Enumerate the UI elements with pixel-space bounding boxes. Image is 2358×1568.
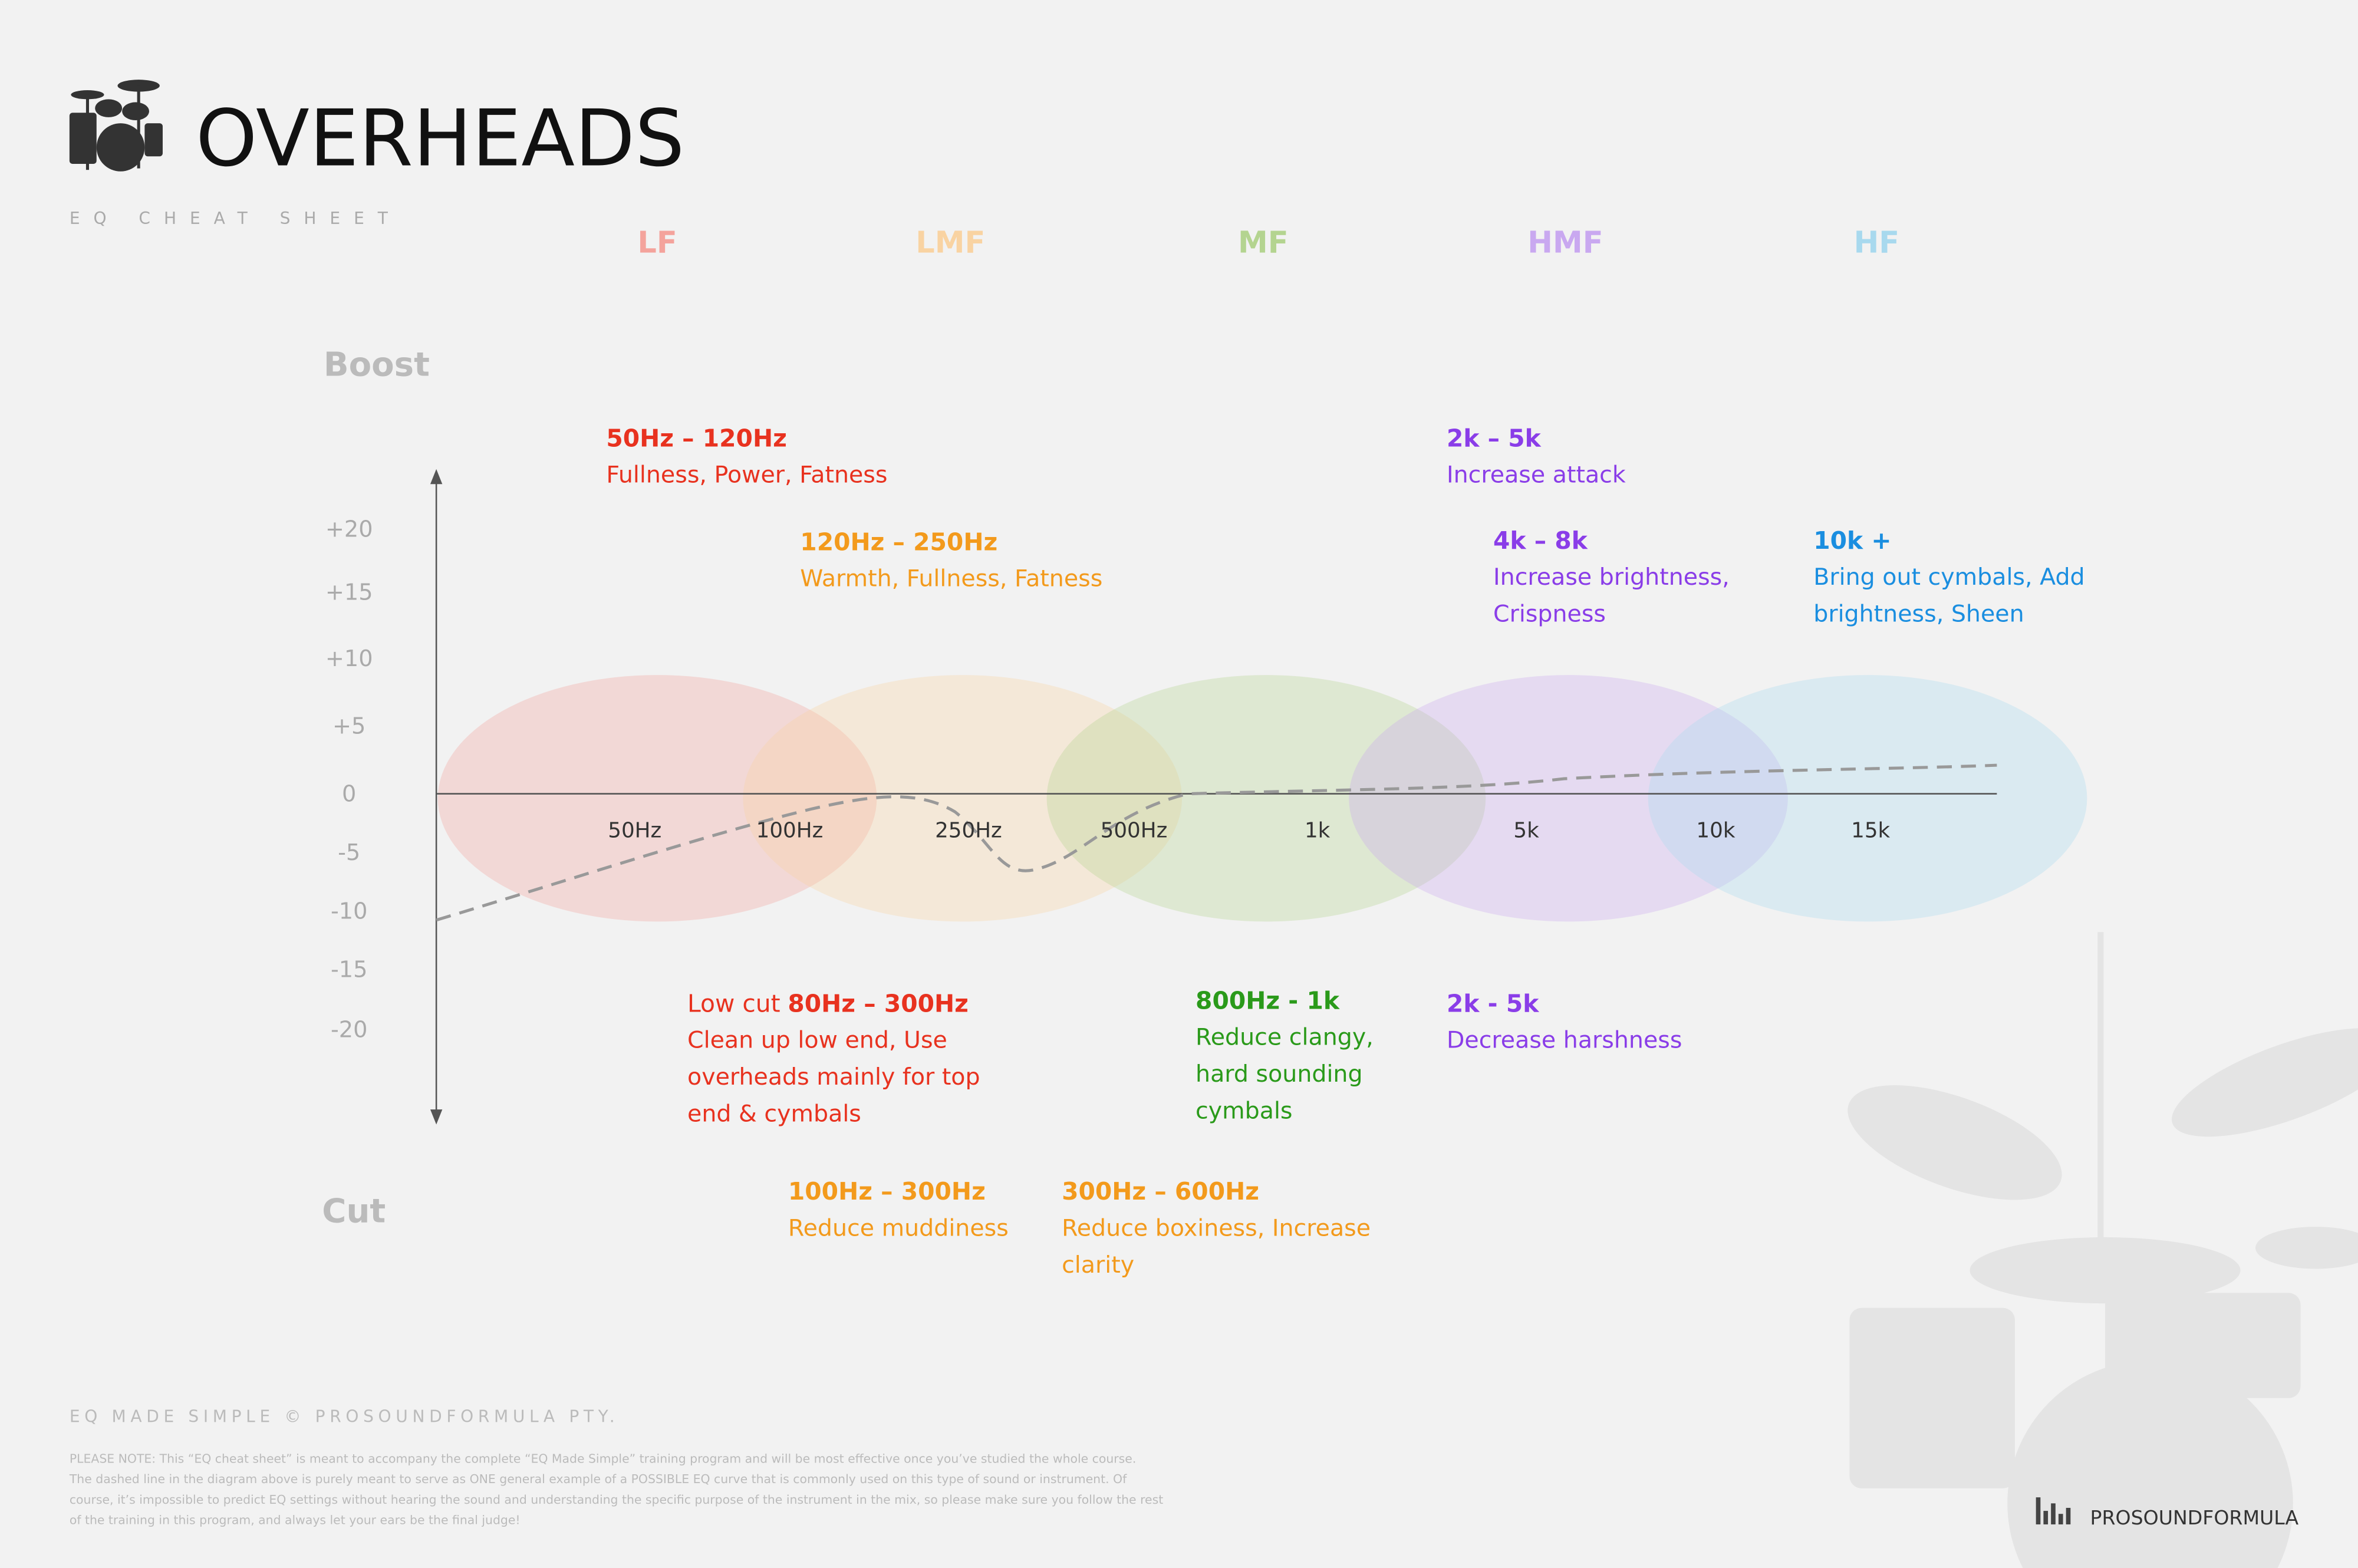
band-ellipse — [1349, 675, 1788, 922]
note-text: Bring out cymbals, Add — [1813, 564, 2084, 591]
note: 10k + Bring out cymbals, Add brightness, S… — [1813, 526, 2084, 628]
note: 2k - 5k Decrease harshness — [1447, 989, 1682, 1053]
level-label: +10 — [325, 645, 373, 672]
note-text: Fullness, Power, Fatness — [606, 462, 887, 489]
disclaimer-line: The dashed line in the diagram above is … — [69, 1472, 1127, 1486]
note: 800Hz - 1k Reduce clangy, hard sounding cym… — [1196, 986, 1374, 1124]
note-range: 10k + — [1813, 526, 1891, 555]
eq-curve — [436, 763, 1997, 922]
note-text: Warmth, Fullness, Fatness — [800, 565, 1102, 592]
frequency-label: 250Hz — [935, 819, 1002, 843]
note-text: Clean up low end, Use — [687, 1027, 947, 1054]
note-text: Reduce muddiness — [788, 1214, 1009, 1241]
level-label: +20 — [325, 516, 373, 542]
axis-labels: +20 +15 +10 +5 0 -5 -10 -15 -20 50Hz 100Hz 250Hz 500… — [325, 516, 1891, 1043]
note: 2k – 5k Increase attack — [1447, 424, 1626, 488]
note-prefix: Low cut — [687, 989, 780, 1017]
note: Low cut 80Hz – 300Hz Clean up low end, Use… — [687, 989, 980, 1127]
band-ellipse — [437, 675, 877, 922]
note-text: clarity — [1062, 1251, 1134, 1279]
band-label: MF — [1238, 225, 1289, 260]
subtitle: EQ CHEAT SHEET — [70, 209, 401, 228]
band-label: HF — [1854, 225, 1900, 260]
level-label: -20 — [331, 1017, 367, 1043]
note-range: 2k - 5k — [1447, 989, 1539, 1017]
note-range: 4k – 8k — [1493, 526, 1588, 555]
notes: 50Hz – 120Hz Fullness, Power, Fatness 120H… — [606, 424, 2084, 1278]
note: 100Hz – 300Hz Reduce muddiness — [788, 1177, 1009, 1241]
frequency-label: 5k — [1513, 819, 1539, 843]
band-ellipse — [743, 675, 1183, 922]
band-ellipse — [1046, 675, 1486, 922]
disclaimer-line: of the training in this program, and alw… — [70, 1513, 521, 1527]
frequency-label: 10k — [1696, 819, 1735, 843]
boost-label: Boost — [324, 346, 430, 384]
note: 300Hz – 600Hz Reduce boxiness, Increase cl… — [1062, 1177, 1371, 1279]
level-label: -5 — [338, 839, 360, 866]
disclaimer-line: course, it’s impossible to predict EQ se… — [70, 1493, 1163, 1507]
band-label: LF — [637, 225, 677, 260]
level-label: 0 — [342, 780, 356, 807]
note-text: brightness, Sheen — [1813, 601, 2024, 628]
note-text: cymbals — [1196, 1097, 1292, 1124]
note-text: Reduce boxiness, Increase — [1062, 1214, 1371, 1241]
note-range: 50Hz – 120Hz — [606, 424, 787, 452]
note-text: hard sounding — [1196, 1060, 1363, 1088]
note-text: Decrease harshness — [1447, 1027, 1682, 1054]
brand-icon — [2036, 1497, 2071, 1525]
drum-icon — [69, 80, 163, 172]
note-range: 120Hz – 250Hz — [800, 528, 997, 556]
brand: PROSOUNDFORMULA — [2090, 1506, 2299, 1529]
note-range: 800Hz - 1k — [1196, 986, 1340, 1014]
note-range: 100Hz – 300Hz — [788, 1177, 986, 1205]
credit: EQ MADE SIMPLE © PROSOUNDFORMULA PTY. — [70, 1407, 619, 1427]
note-text: Crispness — [1493, 601, 1606, 628]
frequency-label: 1k — [1305, 819, 1331, 843]
disclaimer-line: PLEASE NOTE: This “EQ cheat sheet” is me… — [70, 1451, 1136, 1465]
note-text: Increase brightness, — [1493, 564, 1730, 591]
frequency-label: 15k — [1851, 819, 1890, 843]
note-text: overheads mainly for top — [687, 1063, 980, 1091]
band-ellipse — [1648, 675, 2087, 922]
title: OVERHEADS — [196, 94, 684, 185]
frequency-label: 500Hz — [1101, 819, 1168, 843]
note-text: Increase attack — [1447, 462, 1626, 489]
note-text: end & cymbals — [687, 1101, 861, 1128]
band-label: HMF — [1527, 225, 1603, 260]
level-label: +15 — [325, 579, 373, 606]
note-range: 300Hz – 600Hz — [1062, 1177, 1259, 1205]
bands: LF LMF MF HMF HF — [437, 225, 2087, 922]
frequency-label: 50Hz — [608, 819, 661, 843]
band-label: LMF — [915, 225, 985, 260]
level-label: -15 — [331, 957, 367, 983]
note: 4k – 8k Increase brightness, Crispness — [1493, 526, 1730, 628]
note-range: 2k – 5k — [1447, 424, 1542, 452]
frequency-label: 100Hz — [756, 819, 824, 843]
level-label: +5 — [332, 713, 365, 740]
note: 120Hz – 250Hz Warmth, Fullness, Fatness — [800, 528, 1102, 592]
note-range: 80Hz – 300Hz — [788, 989, 969, 1017]
disclaimer: PLEASE NOTE: This “EQ cheat sheet” is me… — [69, 1451, 1163, 1527]
note: 50Hz – 120Hz Fullness, Power, Fatness — [606, 424, 887, 488]
drum-watermark — [1847, 932, 2358, 1568]
cut-label: Cut — [322, 1192, 386, 1230]
note-text: Reduce clangy, — [1196, 1023, 1374, 1050]
level-label: -10 — [331, 898, 367, 924]
